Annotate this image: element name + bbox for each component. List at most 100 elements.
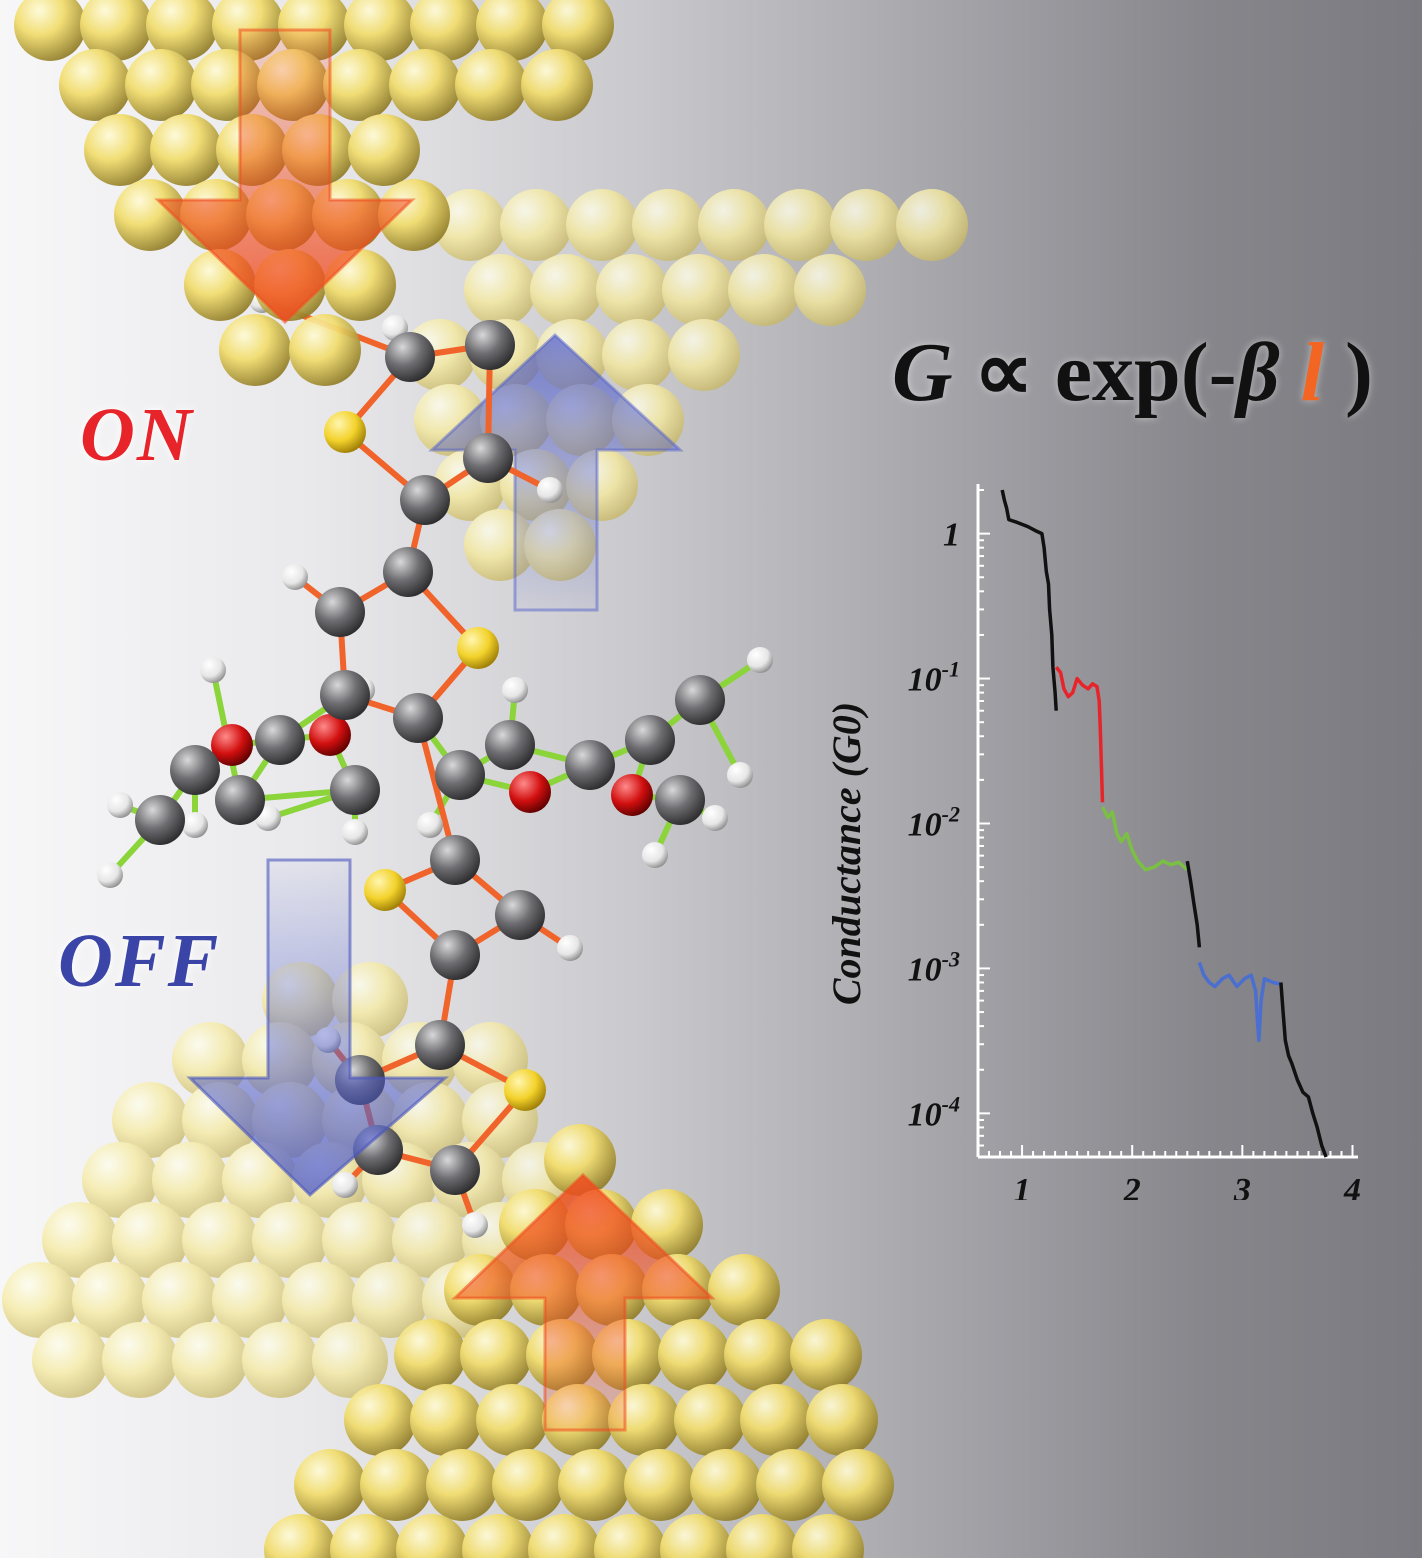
gold-atom (794, 254, 866, 326)
x-tick-label: 2 (1123, 1172, 1141, 1200)
y-tick-label: 1 (943, 517, 960, 554)
on-arrow-up-icon (451, 1172, 716, 1432)
formula-length: l (1300, 326, 1325, 419)
carbon-atom (255, 715, 305, 765)
gold-atom (212, 1262, 288, 1338)
carbon-atom (315, 587, 365, 637)
oxygen-atom (211, 724, 253, 766)
switch-arrows-front (154, 28, 716, 1432)
gold-atom (125, 49, 197, 121)
gold-atom (323, 49, 395, 121)
gold-atom (360, 1449, 432, 1521)
sulfur-atom (364, 869, 406, 911)
gold-atom (660, 1514, 732, 1558)
hydrogen-atom (462, 1212, 488, 1238)
hydrogen-atom (282, 564, 308, 590)
carbon-atom (675, 675, 725, 725)
gold-atom (530, 254, 602, 326)
gold-atom (528, 1514, 600, 1558)
gold-atom (464, 254, 536, 326)
sulfur-atom (504, 1069, 546, 1111)
gold-atom (476, 1384, 548, 1456)
gold-atom (330, 1514, 402, 1558)
hydrogen-atom (342, 819, 368, 845)
gold-atom (282, 1262, 358, 1338)
carbon-atom (135, 795, 185, 845)
y-tick-label: 10-3 (908, 946, 960, 988)
oxygen-atom (509, 771, 551, 813)
formula-g: G (892, 326, 953, 419)
carbon-atom (215, 775, 265, 825)
gold-atom (389, 49, 461, 121)
carbon-atom (435, 750, 485, 800)
gold-atom (756, 1449, 828, 1521)
x-tick-label: 4 (1343, 1172, 1361, 1200)
gold-atom (112, 1082, 188, 1158)
carbon-atom (415, 1020, 465, 1070)
gold-atom (32, 1322, 108, 1398)
gold-atom (344, 0, 416, 61)
gold-atom (492, 1449, 564, 1521)
carbon-atom (655, 775, 705, 825)
hydrogen-atom (642, 842, 668, 868)
gold-atom (348, 114, 420, 186)
hydrogen-atom (727, 762, 753, 788)
gold-atom (142, 1262, 218, 1338)
gold-atom (434, 189, 506, 261)
gold-atom (594, 1514, 666, 1558)
carbon-atom (385, 332, 435, 382)
gold-atom (182, 1202, 258, 1278)
gold-atom (521, 49, 593, 121)
gold-atom (150, 114, 222, 186)
gold-atom (352, 1262, 428, 1338)
y-tick-label: 10-4 (908, 1091, 960, 1133)
gold-atom (219, 314, 291, 386)
hydrogen-atom (182, 812, 208, 838)
formula-close: ) (1345, 326, 1373, 419)
trace-segment-2 (1054, 666, 1105, 803)
y-tick-exponent: -2 (942, 802, 960, 827)
oxygen-atom (611, 774, 653, 816)
gold-atom (602, 319, 674, 391)
gold-atom (624, 1449, 696, 1521)
gold-atom (112, 1202, 188, 1278)
gold-atom (59, 49, 131, 121)
x-tick-label: 1 (1014, 1172, 1031, 1200)
atoms (97, 287, 773, 1238)
trace-segment-5 (1197, 961, 1282, 1042)
gold-atom (152, 1142, 228, 1218)
x-tick-label: 3 (1233, 1172, 1251, 1200)
gold-atom (728, 254, 800, 326)
gold-atom (14, 0, 86, 61)
gold-atom (668, 319, 740, 391)
trace-segment-6 (1279, 982, 1328, 1158)
gold-atom (294, 1449, 366, 1521)
carbon-atom (320, 670, 370, 720)
carbon-atom (625, 715, 675, 765)
y-tick-exponent: -1 (942, 657, 960, 682)
gold-atom (82, 1142, 158, 1218)
gold-atom (102, 1322, 178, 1398)
formula-proportional: ∝ (973, 326, 1034, 419)
gold-atom (764, 189, 836, 261)
gold-atom (462, 1514, 534, 1558)
gold-atom (566, 189, 638, 261)
on-state-label: ON (80, 393, 194, 477)
gold-atom (426, 1449, 498, 1521)
gold-atom (708, 1254, 780, 1326)
y-tick-label: 10-1 (908, 657, 960, 699)
carbon-atom (495, 890, 545, 940)
hydrogen-atom (747, 647, 773, 673)
gold-atom (378, 179, 450, 251)
gold-atom (410, 1384, 482, 1456)
carbon-atom (463, 433, 513, 483)
gold-atom (114, 179, 186, 251)
carbon-atom (330, 765, 380, 815)
gold-atom (830, 189, 902, 261)
gold-atom (596, 254, 668, 326)
carbon-atom (400, 475, 450, 525)
hydrogen-atom (502, 677, 528, 703)
gold-atom (172, 1322, 248, 1398)
